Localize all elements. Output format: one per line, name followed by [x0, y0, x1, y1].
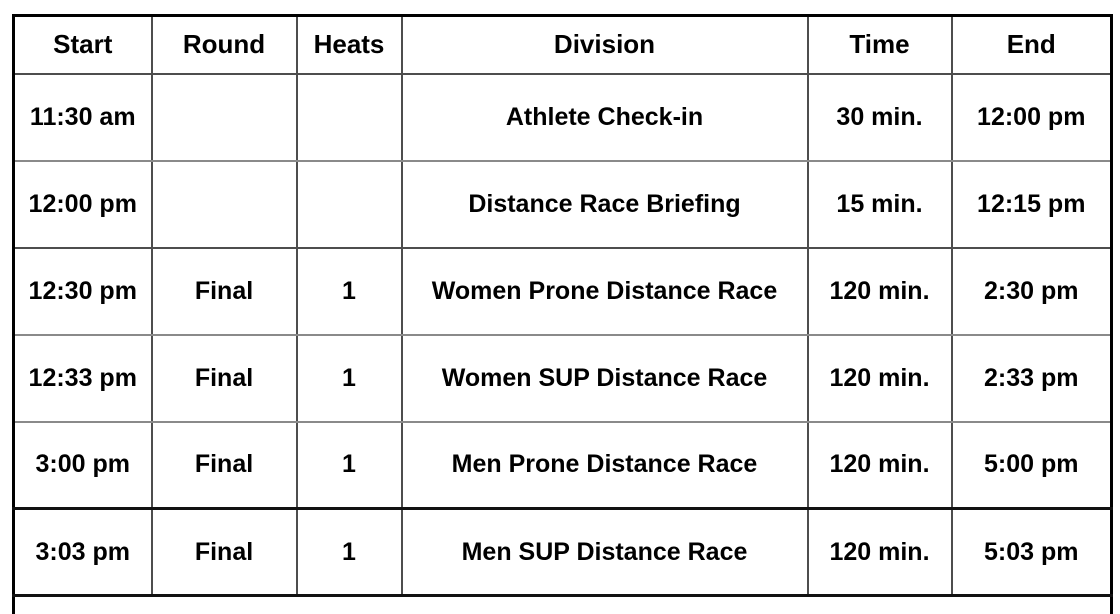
- cell-division: Distance Race Briefing: [400, 159, 809, 249]
- column-header-division: Division: [400, 14, 809, 75]
- cell-start: 11:30 am: [12, 72, 153, 162]
- cell-round: Final: [150, 246, 298, 336]
- column-header-end: End: [950, 14, 1113, 75]
- schedule-row-women-prone: 12:30 pm Final 1 Women Prone Distance Ra…: [12, 246, 1113, 336]
- cell-heats: 1: [295, 246, 403, 336]
- cell-heats: 1: [295, 507, 403, 597]
- cell-round: Final: [150, 420, 298, 510]
- schedule-row-men-prone: 3:00 pm Final 1 Men Prone Distance Race …: [12, 420, 1113, 510]
- cell-round: [150, 72, 298, 162]
- schedule-header: Start Round Heats Division Time End: [12, 14, 1113, 75]
- cell-end: 5:03 pm: [950, 507, 1113, 597]
- cell-start: 3:03 pm: [12, 507, 153, 597]
- cell-time: 15 min.: [806, 159, 953, 249]
- header-row: Start Round Heats Division Time End: [12, 14, 1113, 75]
- cell-end: 2:33 pm: [950, 333, 1113, 423]
- schedule-row-athlete-check-in: 11:30 am Athlete Check-in 30 min. 12:00 …: [12, 72, 1113, 162]
- cell-start: 3:00 pm: [12, 420, 153, 510]
- column-header-start: Start: [12, 14, 153, 75]
- cell-end: 5:00 pm: [950, 420, 1113, 510]
- cell-heats: 1: [295, 420, 403, 510]
- cell-end: 12:15 pm: [950, 159, 1113, 249]
- column-header-heats: Heats: [295, 14, 403, 75]
- cell-heats: [295, 72, 403, 162]
- partial-row-cut-off: [12, 594, 1113, 614]
- cell-heats: [295, 159, 403, 249]
- cell-division: Women Prone Distance Race: [400, 246, 809, 336]
- cell-time: 30 min.: [806, 72, 953, 162]
- cell-start: 12:30 pm: [12, 246, 153, 336]
- schedule-row-men-sup: 3:03 pm Final 1 Men SUP Distance Race 12…: [12, 507, 1113, 597]
- partial-row-cell: [12, 594, 1113, 614]
- cell-start: 12:33 pm: [12, 333, 153, 423]
- schedule-table: Start Round Heats Division Time End 11:3…: [12, 14, 1113, 614]
- cell-division: Women SUP Distance Race: [400, 333, 809, 423]
- cell-round: Final: [150, 507, 298, 597]
- cell-heats: 1: [295, 333, 403, 423]
- column-header-round: Round: [150, 14, 298, 75]
- cell-division: Men SUP Distance Race: [400, 507, 809, 597]
- cell-division: Men Prone Distance Race: [400, 420, 809, 510]
- cell-time: 120 min.: [806, 420, 953, 510]
- cell-start: 12:00 pm: [12, 159, 153, 249]
- cell-time: 120 min.: [806, 507, 953, 597]
- column-header-time: Time: [806, 14, 953, 75]
- cell-time: 120 min.: [806, 333, 953, 423]
- schedule-body: 11:30 am Athlete Check-in 30 min. 12:00 …: [12, 72, 1113, 614]
- cell-time: 120 min.: [806, 246, 953, 336]
- cell-round: [150, 159, 298, 249]
- schedule-row-race-briefing: 12:00 pm Distance Race Briefing 15 min. …: [12, 159, 1113, 249]
- cell-end: 12:00 pm: [950, 72, 1113, 162]
- cell-division: Athlete Check-in: [400, 72, 809, 162]
- cell-end: 2:30 pm: [950, 246, 1113, 336]
- cell-round: Final: [150, 333, 298, 423]
- schedule-row-women-sup: 12:33 pm Final 1 Women SUP Distance Race…: [12, 333, 1113, 423]
